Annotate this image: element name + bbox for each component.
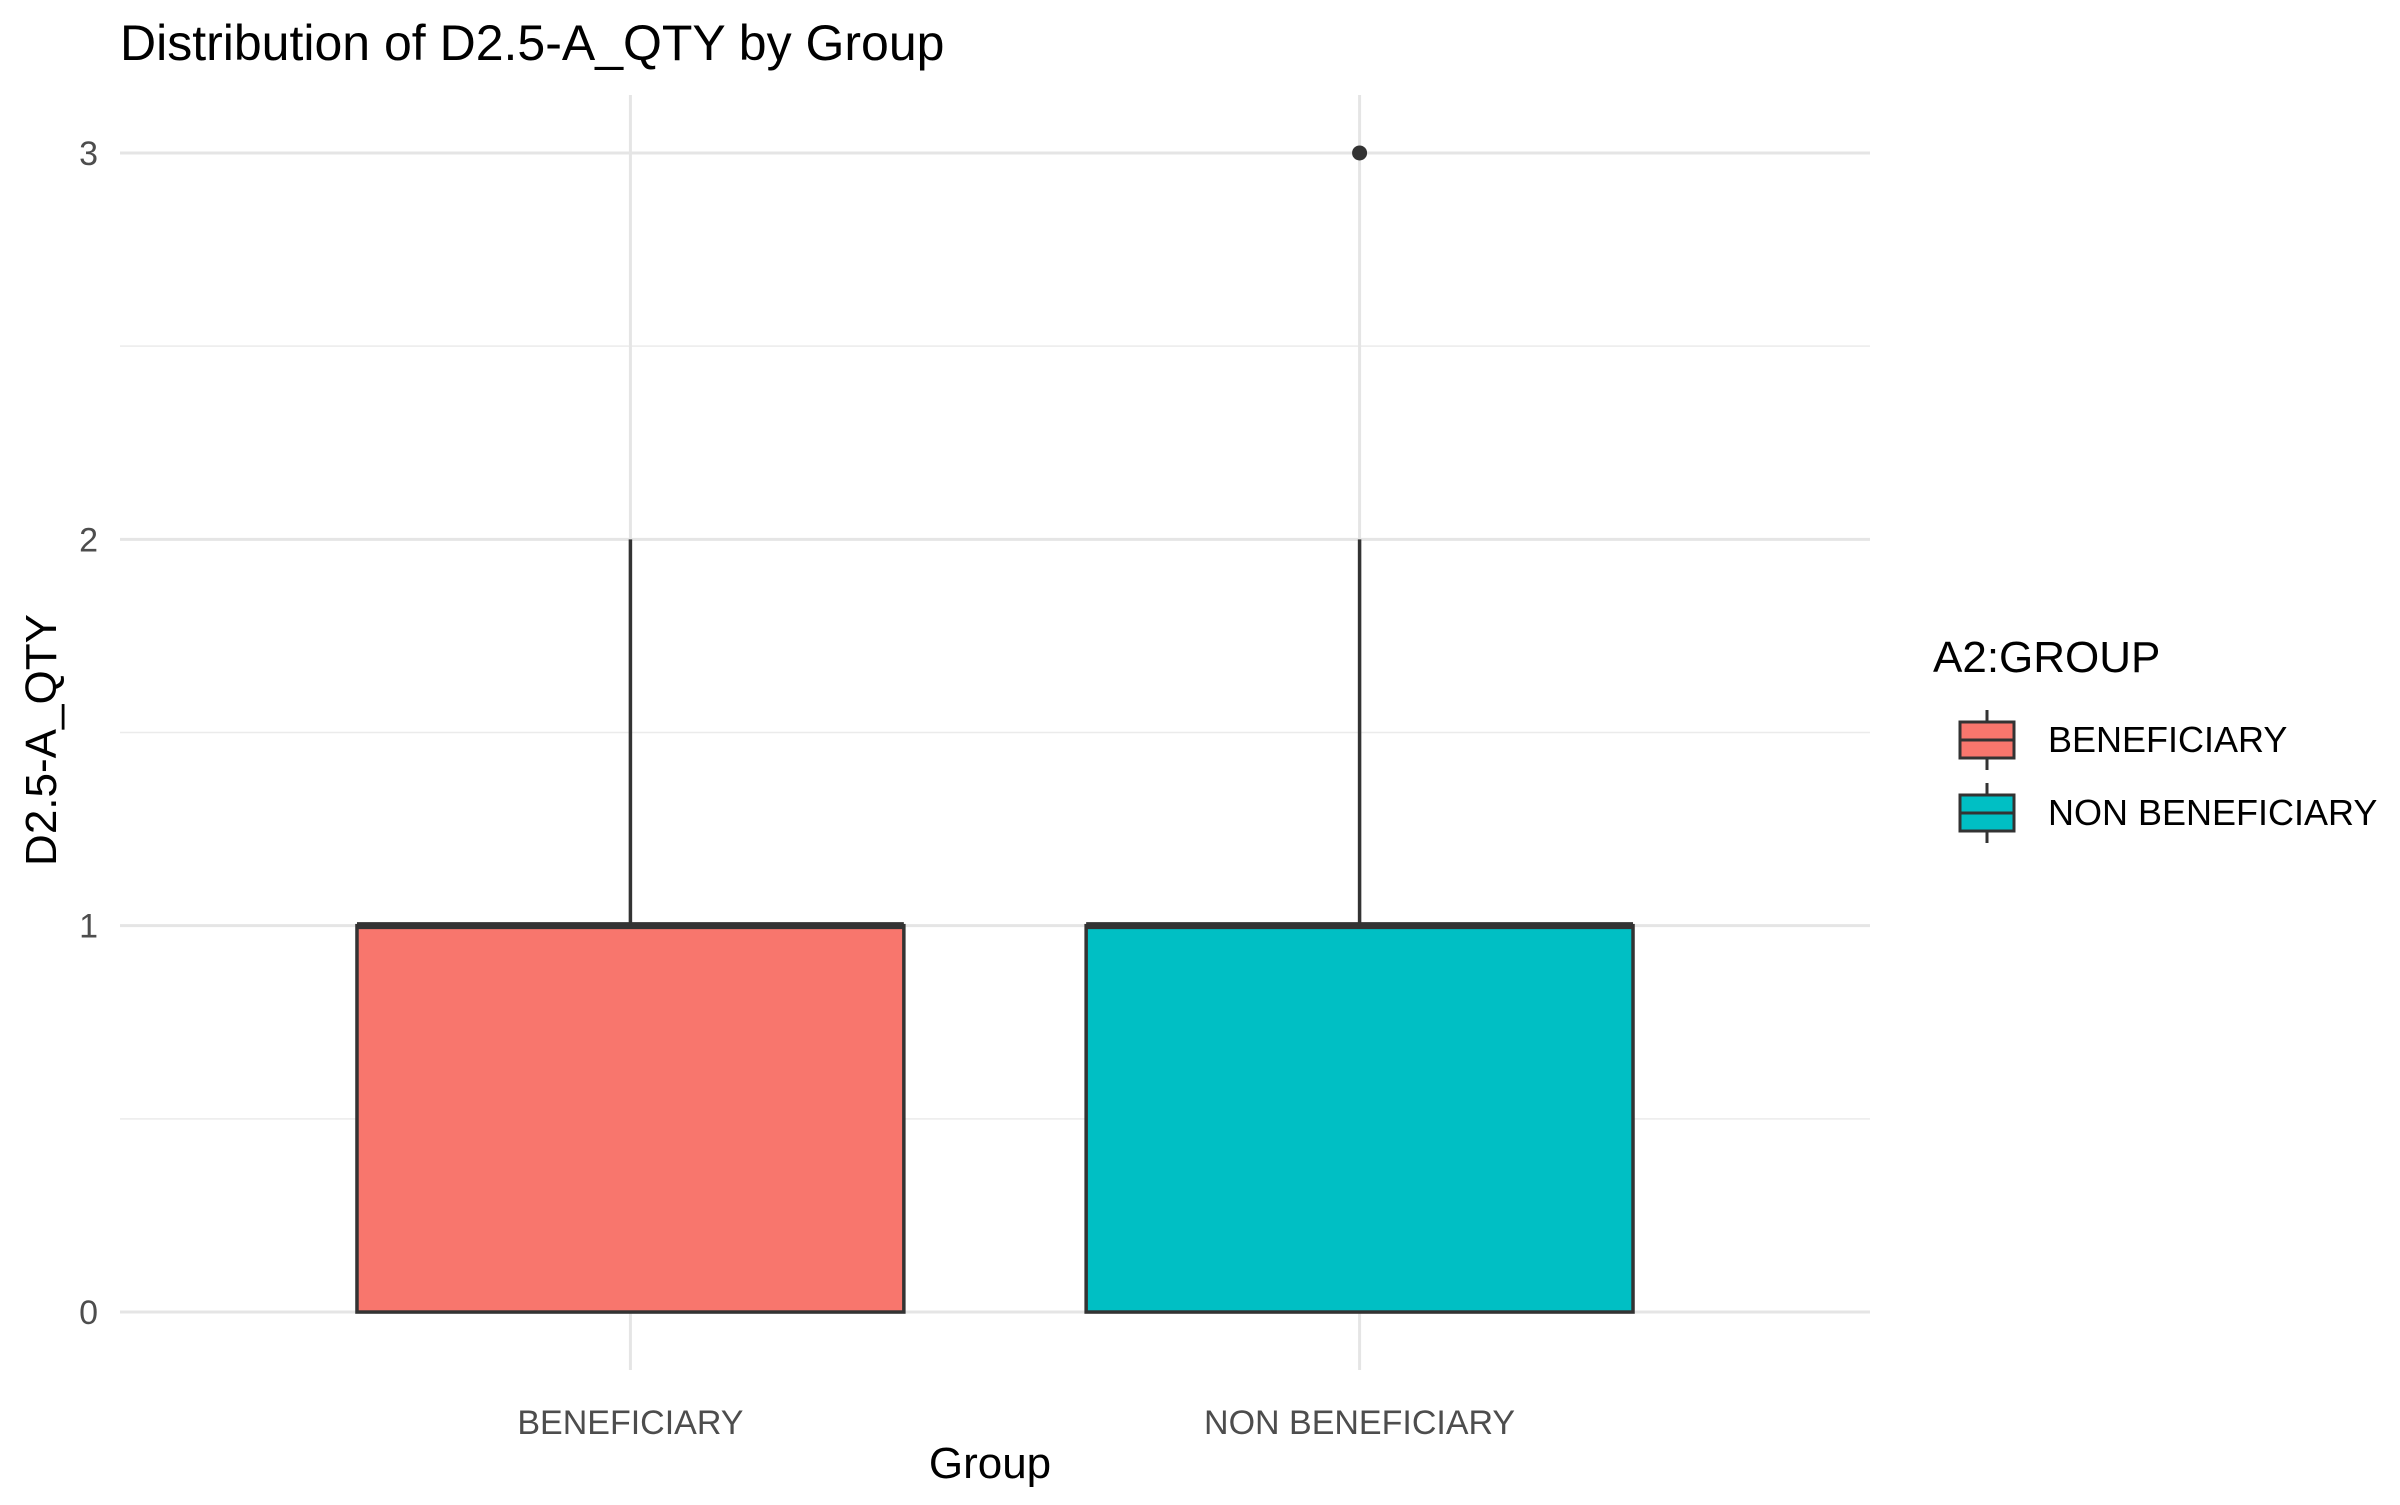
x-tick-label: NON BENEFICIARY xyxy=(1204,1404,1515,1442)
axis-labels: 0 1 2 3 BENEFICIARY NON BENEFICIARY xyxy=(79,135,1515,1442)
y-tick-label: 0 xyxy=(79,1294,98,1332)
legend-title: A2:GROUP xyxy=(1933,633,2160,682)
legend-items: BENEFICIARY NON BENEFICIARY xyxy=(1958,710,2377,843)
legend-item: BENEFICIARY xyxy=(1958,710,2287,770)
x-tick-label: BENEFICIARY xyxy=(517,1404,743,1442)
x-axis-title: Group xyxy=(929,1439,1051,1488)
box-beneficiary xyxy=(355,539,906,1314)
y-tick-label: 2 xyxy=(79,521,98,559)
y-tick-label: 3 xyxy=(79,135,98,173)
y-axis-title: D2.5-A_QTY xyxy=(17,614,66,866)
outlier-point xyxy=(1352,145,1368,161)
legend-label: NON BENEFICIARY xyxy=(2048,792,2377,833)
box-marks xyxy=(355,145,1635,1314)
y-tick-label: 1 xyxy=(79,908,98,946)
box-body xyxy=(355,923,906,1314)
box-non-beneficiary xyxy=(1084,145,1635,1314)
chart-title: Distribution of D2.5-A_QTY by Group xyxy=(120,15,944,71)
legend-label: BENEFICIARY xyxy=(2048,719,2287,760)
legend: A2:GROUP BENEFICIARY NON BENEFICIARY xyxy=(1933,633,2377,843)
legend-item: NON BENEFICIARY xyxy=(1958,783,2377,843)
box-body xyxy=(1084,923,1635,1314)
